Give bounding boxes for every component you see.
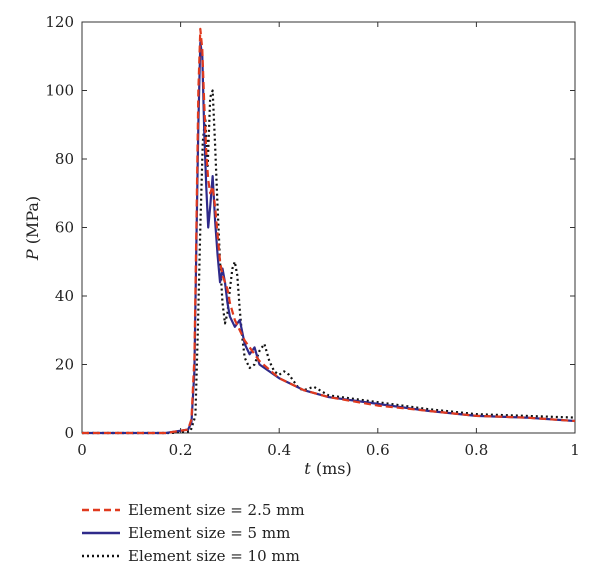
series-line-5mm (82, 41, 576, 435)
y-tick-label: 100 (45, 82, 74, 100)
series-line-2-5mm (82, 27, 576, 435)
series-line-10mm (82, 89, 576, 435)
y-axis-symbol: P (23, 249, 42, 261)
y-tick-label: 120 (45, 13, 74, 31)
x-tick-label: 0.8 (464, 441, 488, 459)
y-axis: 0 20 40 60 80 100 120 (45, 13, 575, 442)
legend-item-5mm: Element size = 5 mm (82, 524, 290, 542)
y-axis-label: P (MPa) (23, 196, 42, 261)
series-layer (82, 27, 576, 435)
x-axis: 0 0.2 0.4 0.6 0.8 1 (77, 22, 580, 459)
legend: Element size = 2.5 mm Element size = 5 m… (82, 501, 305, 565)
x-tick-label: 0.2 (169, 441, 193, 459)
x-tick-label: 0.6 (366, 441, 390, 459)
x-axis-unit: (ms) (311, 459, 352, 478)
plot-frame (81, 21, 576, 434)
y-tick-label: 0 (64, 424, 74, 442)
legend-label-2-5mm: Element size = 2.5 mm (128, 501, 305, 519)
legend-label-5mm: Element size = 5 mm (128, 524, 290, 542)
x-tick-label: 0.4 (267, 441, 291, 459)
x-axis-label: t (ms) (304, 459, 351, 478)
y-axis-unit: (MPa) (23, 196, 42, 250)
legend-label-10mm: Element size = 10 mm (128, 547, 300, 565)
y-tick-label: 20 (55, 356, 74, 374)
y-tick-label: 40 (55, 287, 74, 305)
legend-item-10mm: Element size = 10 mm (82, 547, 300, 565)
x-tick-label: 0 (77, 441, 87, 459)
y-tick-label: 80 (55, 150, 74, 168)
x-axis-symbol: t (304, 459, 311, 478)
x-tick-label: 1 (570, 441, 580, 459)
y-tick-label: 60 (55, 219, 74, 237)
legend-item-2-5mm: Element size = 2.5 mm (82, 501, 305, 519)
